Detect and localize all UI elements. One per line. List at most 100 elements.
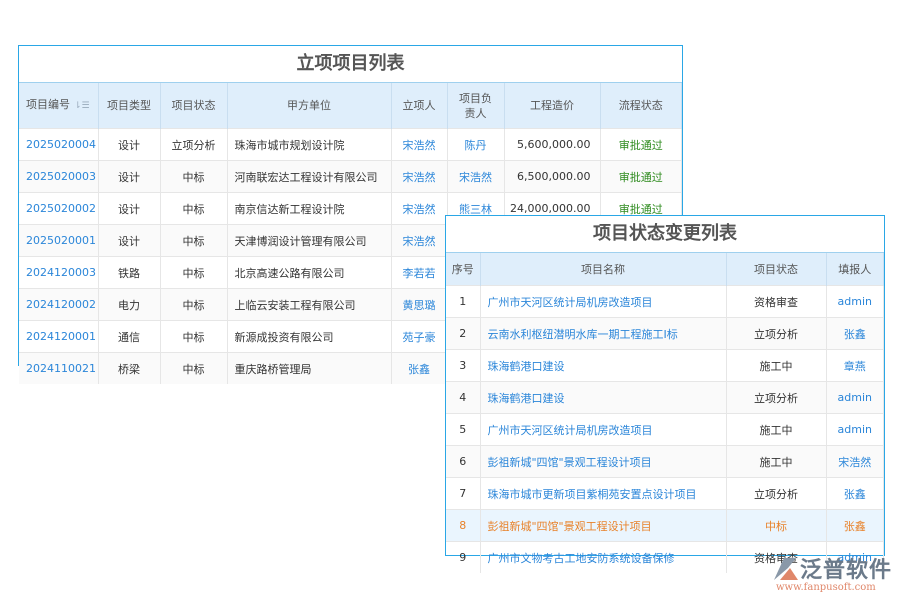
project-id-link[interactable]: 2025020003 — [19, 160, 99, 193]
logo-name: 泛普软件 — [800, 558, 893, 583]
project-status-cell: 中标 — [160, 352, 228, 384]
project-id-link[interactable]: 2025020002 — [19, 192, 99, 225]
col-header-status: 项目状态 — [160, 83, 228, 129]
creator-link[interactable]: 宋浩然 — [391, 192, 448, 225]
table-row[interactable]: 2 云南水利枢纽潜明水库一期工程施工I标 立项分析 张鑫 — [446, 317, 884, 350]
logo-url: www.fanpusoft.com — [776, 582, 876, 593]
reporter-link[interactable]: 宋浩然 — [826, 445, 884, 478]
project-id-link[interactable]: 2024120002 — [19, 288, 99, 321]
table-row[interactable]: 3 珠海鹤港口建设 施工中 章燕 — [446, 349, 884, 382]
project-name-link[interactable]: 广州市文物考古工地安防系统设备保修 — [480, 541, 727, 573]
project-name-link[interactable]: 广州市天河区统计局机房改造项目 — [480, 285, 727, 318]
project-type-cell: 设计 — [98, 128, 161, 161]
flow-status-cell: 审批通过 — [600, 160, 682, 193]
project-id-link[interactable]: 2024120001 — [19, 320, 99, 353]
project-status-cell: 中标 — [160, 288, 228, 321]
table-row[interactable]: 5 广州市天河区统计局机房改造项目 施工中 admin — [446, 413, 884, 446]
project-status-cell: 立项分析 — [726, 477, 827, 510]
sort-icon[interactable]: ⇂☰ — [74, 101, 90, 111]
table-row[interactable]: 9 广州市文物考古工地安防系统设备保修 资格审查 admin — [446, 541, 884, 573]
table-row[interactable]: 8 彭祖新城"四馆"景观工程设计项目 中标 张鑫 — [446, 509, 884, 542]
reporter-link[interactable]: 章燕 — [826, 349, 884, 382]
creator-link[interactable]: 黄思璐 — [391, 288, 448, 321]
reporter-link[interactable]: 张鑫 — [826, 509, 884, 542]
row-number-cell: 8 — [446, 509, 481, 542]
col-header-cost: 工程造价 — [504, 83, 601, 129]
creator-link[interactable]: 宋浩然 — [391, 160, 448, 193]
project-name-link[interactable]: 广州市天河区统计局机房改造项目 — [480, 413, 727, 446]
col-header-reporter: 填报人 — [826, 253, 884, 286]
project-name-link[interactable]: 彭祖新城"四馆"景观工程设计项目 — [480, 509, 727, 542]
creator-link[interactable]: 李若若 — [391, 256, 448, 289]
table-row[interactable]: 1 广州市天河区统计局机房改造项目 资格审查 admin — [446, 285, 884, 318]
owner-link[interactable]: 陈丹 — [447, 128, 505, 161]
row-number-cell: 3 — [446, 349, 481, 382]
project-name-link[interactable]: 珠海鹤港口建设 — [480, 381, 727, 414]
reporter-link[interactable]: admin — [826, 381, 884, 414]
reporter-link[interactable]: admin — [826, 285, 884, 318]
project-type-cell: 桥梁 — [98, 352, 161, 384]
project-status-cell: 立项分析 — [726, 381, 827, 414]
row-number-cell: 1 — [446, 285, 481, 318]
party-cell: 南京信达新工程设计院 — [227, 192, 392, 225]
creator-link[interactable]: 张鑫 — [391, 352, 448, 384]
project-status-cell: 中标 — [726, 509, 827, 542]
creator-link[interactable]: 宋浩然 — [391, 128, 448, 161]
reporter-link[interactable]: 张鑫 — [826, 317, 884, 350]
project-status-cell: 施工中 — [726, 445, 827, 478]
party-cell: 天津博润设计管理有限公司 — [227, 224, 392, 257]
project-status-cell: 中标 — [160, 160, 228, 193]
reporter-link[interactable]: 张鑫 — [826, 477, 884, 510]
project-status-cell: 立项分析 — [160, 128, 228, 161]
project-status-cell: 中标 — [160, 192, 228, 225]
cost-cell: 6,500,000.00 — [504, 160, 601, 193]
table-row[interactable]: 4 珠海鹤港口建设 立项分析 admin — [446, 381, 884, 414]
project-status-cell: 立项分析 — [726, 317, 827, 350]
creator-link[interactable]: 苑子豪 — [391, 320, 448, 353]
project-status-cell: 施工中 — [726, 413, 827, 446]
status-change-title: 项目状态变更列表 — [446, 216, 884, 253]
logo-mark-icon — [774, 558, 798, 580]
project-name-link[interactable]: 珠海鹤港口建设 — [480, 349, 727, 382]
project-status-cell: 施工中 — [726, 349, 827, 382]
table-row[interactable]: 2025020003 设计 中标 河南联宏达工程设计有限公司 宋浩然 宋浩然 6,500,0… — [19, 160, 682, 193]
table-row[interactable]: 6 彭祖新城"四馆"景观工程设计项目 施工中 宋浩然 — [446, 445, 884, 478]
cost-cell: 5,600,000.00 — [504, 128, 601, 161]
col-header-creator: 立项人 — [391, 83, 448, 129]
col-header-owner: 项目负责人 — [447, 83, 505, 129]
reporter-link[interactable]: admin — [826, 413, 884, 446]
project-type-cell: 通信 — [98, 320, 161, 353]
fanpu-logo: 泛普软件 www.fanpusoft.com — [770, 552, 895, 598]
creator-link[interactable]: 宋浩然 — [391, 224, 448, 257]
party-cell: 重庆路桥管理局 — [227, 352, 392, 384]
project-name-link[interactable]: 彭祖新城"四馆"景观工程设计项目 — [480, 445, 727, 478]
party-cell: 珠海市城市规划设计院 — [227, 128, 392, 161]
project-id-link[interactable]: 2025020001 — [19, 224, 99, 257]
row-number-cell: 5 — [446, 413, 481, 446]
row-number-cell: 4 — [446, 381, 481, 414]
owner-link[interactable]: 宋浩然 — [447, 160, 505, 193]
flow-status-cell: 审批通过 — [600, 128, 682, 161]
project-name-link[interactable]: 云南水利枢纽潜明水库一期工程施工I标 — [480, 317, 727, 350]
project-type-cell: 电力 — [98, 288, 161, 321]
party-cell: 新源成投资有限公司 — [227, 320, 392, 353]
project-list-title: 立项项目列表 — [19, 46, 682, 83]
party-cell: 北京高速公路有限公司 — [227, 256, 392, 289]
col-header-status: 项目状态 — [726, 253, 827, 286]
project-status-cell: 中标 — [160, 256, 228, 289]
project-name-link[interactable]: 珠海市城市更新项目紫桐苑安置点设计项目 — [480, 477, 727, 510]
col-header-party: 甲方单位 — [227, 83, 392, 129]
col-header-no: 序号 — [446, 253, 481, 286]
table-row[interactable]: 7 珠海市城市更新项目紫桐苑安置点设计项目 立项分析 张鑫 — [446, 477, 884, 510]
reporter-link[interactable]: admin — [826, 541, 884, 573]
table-row[interactable]: 2025020004 设计 立项分析 珠海市城市规划设计院 宋浩然 陈丹 5,600,000… — [19, 128, 682, 161]
col-header-flow: 流程状态 — [600, 83, 682, 129]
col-header-name: 项目名称 — [480, 253, 727, 286]
col-header-id[interactable]: 项目编号 ⇂☰ — [19, 83, 99, 129]
project-status-cell: 资格审查 — [726, 285, 827, 318]
project-id-link[interactable]: 2024120003 — [19, 256, 99, 289]
project-id-link[interactable]: 2024110021 — [19, 352, 99, 384]
party-cell: 上临云安装工程有限公司 — [227, 288, 392, 321]
row-number-cell: 7 — [446, 477, 481, 510]
project-id-link[interactable]: 2025020004 — [19, 128, 99, 161]
